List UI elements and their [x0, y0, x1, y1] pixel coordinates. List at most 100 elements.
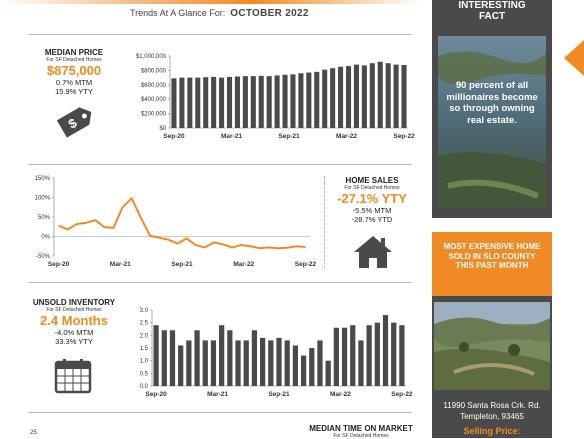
- bar: [219, 77, 225, 128]
- kpi-title: MEDIAN TIME ON MARKET: [309, 424, 413, 433]
- y-tick-label: 2.5: [140, 321, 149, 327]
- bar: [290, 74, 296, 128]
- most-expensive-title: MOST EXPENSIVE HOME SOLD IN SLO COUNTY T…: [443, 242, 541, 270]
- bar: [194, 330, 200, 386]
- bar: [169, 330, 176, 386]
- bar: [202, 340, 208, 386]
- y-tick-label: 50%: [38, 215, 51, 221]
- bar: [322, 69, 328, 128]
- bar: [292, 345, 299, 386]
- kpi-subtitle: For SF Detached Homes: [46, 57, 102, 63]
- y-tick-label: 2.0: [140, 333, 149, 339]
- bar: [186, 340, 192, 386]
- kpi-value: $875,000: [46, 63, 102, 78]
- bar: [401, 65, 407, 128]
- home-sales-chart: -50% 0% 50% 100% 150% Sep-20 Mar-21 Sep-21 Mar-2…: [35, 176, 317, 268]
- x-tick-label: Sep-20: [145, 391, 167, 398]
- bar: [195, 77, 201, 128]
- bar: [259, 337, 266, 386]
- home-sales-kpi: HOME SALES For SF Detached Homes -27.1% …: [330, 176, 414, 224]
- bar: [385, 63, 391, 129]
- lake-aerial-photo: [438, 36, 546, 208]
- bar: [282, 74, 288, 128]
- bar: [350, 325, 356, 386]
- bar: [178, 345, 184, 386]
- x-tick-label: Mar-22: [330, 391, 351, 398]
- address-line2: Templeton, 93465: [460, 412, 524, 421]
- unsold-inventory-chart: 0.0 0.5 1.0 1.5 2.0 2.5 3.0 Sep-20 Mar-21 Sep-21 M…: [140, 308, 413, 398]
- house-icon: [354, 236, 392, 268]
- x-tick-label: Sep-22: [295, 261, 317, 268]
- bar: [353, 64, 359, 128]
- bar: [258, 75, 264, 128]
- bar: [234, 76, 240, 128]
- bar: [153, 325, 159, 386]
- bar: [274, 75, 280, 128]
- y-tick-label: $800,000: [141, 68, 167, 74]
- bar: [284, 340, 290, 386]
- bar: [361, 65, 367, 128]
- interesting-fact-text: 90 percent of all millionaires become so…: [446, 80, 538, 126]
- bar: [369, 63, 375, 129]
- bar: [393, 64, 399, 128]
- bar: [330, 68, 336, 128]
- kpi-mtm: -4.0% MTM: [54, 328, 94, 337]
- x-tick-label: Sep-20: [48, 261, 70, 268]
- bar: [250, 76, 256, 128]
- header-accent-bar: [0, 0, 420, 4]
- bar: [268, 340, 274, 386]
- y-tick-label: $1,000,000: [136, 54, 167, 60]
- x-tick-label: Mar-22: [336, 133, 357, 140]
- y-tick-label: 0.0: [140, 384, 149, 390]
- bar: [399, 325, 405, 386]
- page-subtitle: Trends At A Glance For: OCTOBER 2022: [130, 8, 309, 19]
- time-on-market-kpi: MEDIAN TIME ON MARKET For SF Detached Ho…: [306, 424, 416, 439]
- bar: [300, 355, 307, 386]
- y-tick-label: 1.5: [140, 346, 149, 352]
- x-tick-label: Sep-20: [163, 133, 185, 140]
- bar: [211, 76, 217, 128]
- bar: [161, 330, 167, 386]
- property-aerial-photo: [434, 302, 550, 390]
- most-expensive-panel: [432, 232, 552, 296]
- divider: [28, 34, 412, 35]
- price-tag-icon: $: [56, 107, 92, 138]
- kpi-yty: 33.3% YTY: [55, 337, 93, 346]
- kpi-mtm: -5.5% MTM: [352, 206, 392, 215]
- series-line: [58, 197, 306, 250]
- x-tick-label: Sep-22: [393, 133, 415, 140]
- kpi-subtitle: For SF Detached Homes: [46, 307, 102, 313]
- kpi-mtm: 0.7% MTM: [55, 78, 93, 87]
- y-tick-label: 1.0: [140, 359, 149, 365]
- y-tick-label: 0%: [41, 235, 50, 241]
- calendar-icon: [54, 359, 92, 394]
- x-tick-label: Mar-21: [207, 391, 228, 398]
- bar: [219, 325, 225, 386]
- report-month: OCTOBER 2022: [230, 8, 309, 19]
- median-price-chart: $0 $200,000 $400,000 $600,000 $800,000 $1,000…: [136, 54, 415, 140]
- x-tick-label: Sep-22: [391, 391, 413, 398]
- bar: [366, 325, 372, 386]
- divider: [28, 282, 412, 283]
- kpi-subtitle: For SF Detached Homes: [344, 185, 400, 191]
- divider: [28, 164, 412, 165]
- fact-title-line2: FACT: [478, 11, 506, 22]
- bar: [203, 77, 209, 128]
- y-tick-label: $400,000: [141, 97, 167, 103]
- bar: [377, 61, 383, 128]
- bar: [306, 72, 312, 128]
- bar: [382, 315, 389, 386]
- kpi-ytd: -28.7% YTD: [351, 215, 393, 224]
- y-tick-label: 100%: [35, 196, 51, 202]
- fact-title-line1: INTERESTING: [458, 0, 526, 11]
- selling-price-label: Selling Price:: [463, 426, 521, 436]
- bar: [309, 348, 315, 386]
- y-tick-label: -50%: [36, 254, 51, 260]
- x-tick-label: Sep-21: [268, 391, 290, 398]
- y-tick-label: $600,000: [141, 83, 167, 89]
- orange-corner-accent: [564, 40, 584, 76]
- unsold-inventory-kpi: UNSOLD INVENTORY For SF Detached Homes 2…: [28, 298, 120, 346]
- bar: [266, 76, 272, 128]
- x-tick-label: Mar-21: [110, 261, 131, 268]
- y-tick-label: 3.0: [140, 308, 149, 314]
